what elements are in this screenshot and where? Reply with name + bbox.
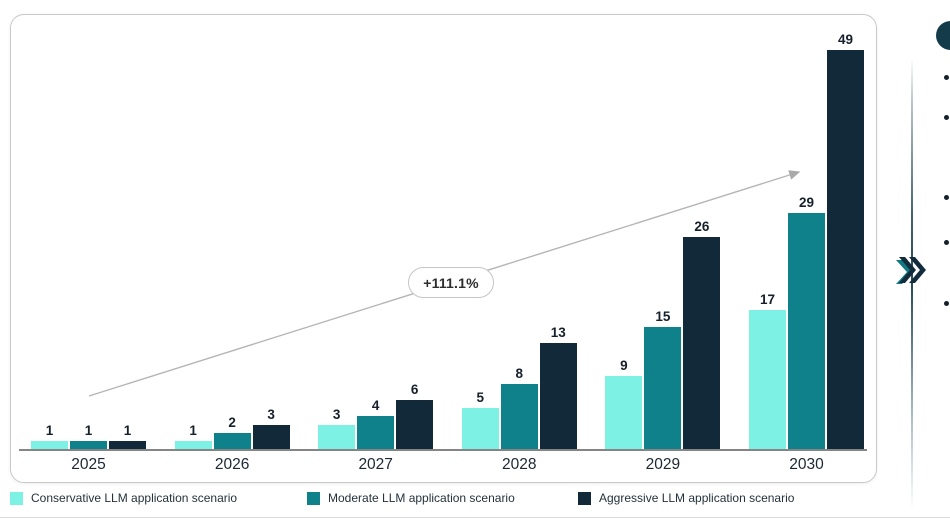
bar-conservative-2025: 1 bbox=[31, 423, 68, 449]
legend: Conservative LLM application scenario Mod… bbox=[0, 491, 877, 511]
bar-group-2027: 3 4 6 bbox=[318, 382, 434, 449]
bar-value-label: 6 bbox=[410, 382, 419, 398]
x-axis-tick-label: 2027 bbox=[358, 456, 393, 473]
bullet-dot-icon bbox=[944, 115, 949, 120]
bar-conservative-2028: 5 bbox=[461, 390, 499, 449]
bar-moderate-2028: 8 bbox=[500, 366, 538, 449]
bar-value-label: 3 bbox=[332, 406, 341, 422]
legend-swatch-icon bbox=[578, 491, 591, 505]
bar-aggressive-2026: 3 bbox=[252, 407, 290, 449]
bar-conservative-2029: 9 bbox=[605, 358, 643, 449]
bar-aggressive-2027: 6 bbox=[396, 382, 434, 449]
legend-item-moderate: Moderate LLM application scenario bbox=[307, 491, 515, 505]
bar-aggressive-2029: 26 bbox=[683, 219, 721, 449]
bar-value-label: 5 bbox=[476, 390, 485, 406]
bar-value-label: 9 bbox=[620, 357, 628, 373]
bar-aggressive-2025: 1 bbox=[109, 423, 146, 449]
bar-group-2028: 5 8 13 bbox=[461, 325, 577, 449]
bar-moderate-2030: 29 bbox=[787, 195, 825, 449]
bar-value-label: 1 bbox=[123, 422, 132, 438]
bullet-dot-icon bbox=[944, 301, 949, 306]
legend-swatch-icon bbox=[10, 491, 23, 505]
bar-conservative-2030: 17 bbox=[748, 292, 786, 449]
bar-group-2029: 9 15 26 bbox=[605, 219, 721, 449]
bar-value-label: 4 bbox=[371, 398, 380, 414]
bar-conservative-2026: 1 bbox=[174, 423, 212, 449]
bar-moderate-2029: 15 bbox=[644, 309, 682, 449]
x-axis-tick-label: 2028 bbox=[502, 456, 537, 473]
bar-value-label: 1 bbox=[84, 422, 93, 438]
bullet-dot-icon bbox=[944, 240, 949, 245]
bar-value-label: 2 bbox=[228, 414, 236, 430]
double-chevron-right-icon bbox=[896, 257, 926, 284]
bar-value-label: 26 bbox=[694, 219, 710, 235]
bottom-divider-line bbox=[0, 517, 950, 518]
x-axis-tick-label: 2025 bbox=[71, 456, 106, 473]
bullet-dot-icon bbox=[944, 75, 949, 80]
bar-group-2026: 1 2 3 bbox=[174, 407, 290, 449]
legend-label: Moderate LLM application scenario bbox=[328, 491, 515, 505]
bar-moderate-2025: 1 bbox=[70, 423, 107, 449]
x-axis-tick-label: 2029 bbox=[645, 456, 681, 473]
bar-value-label: 17 bbox=[759, 292, 775, 308]
bar-group-2030: 17 29 49 bbox=[748, 32, 864, 449]
bar-value-label: 3 bbox=[267, 406, 275, 422]
bar-aggressive-2030: 49 bbox=[826, 32, 864, 449]
decorative-circle-icon bbox=[936, 21, 950, 50]
legend-label: Aggressive LLM application scenario bbox=[599, 491, 795, 505]
bar-moderate-2026: 2 bbox=[213, 415, 251, 449]
growth-annotation-pill: +111.1% bbox=[408, 267, 494, 298]
vertical-divider-line bbox=[911, 58, 913, 510]
bar-moderate-2027: 4 bbox=[357, 398, 395, 449]
bar-value-label: 15 bbox=[655, 308, 671, 324]
growth-annotation-label: +111.1% bbox=[423, 274, 479, 291]
year-labels: 2025 2026 2027 2028 2029 2030 bbox=[31, 456, 864, 478]
bar-value-label: 29 bbox=[798, 194, 814, 210]
x-axis-tick-label: 2026 bbox=[214, 456, 250, 473]
x-axis-tick-label: 2030 bbox=[789, 456, 824, 473]
bar-group-2025: 1 1 1 bbox=[31, 423, 146, 449]
bar-aggressive-2028: 13 bbox=[539, 325, 577, 449]
legend-item-aggressive: Aggressive LLM application scenario bbox=[578, 491, 794, 505]
x-axis-line bbox=[19, 449, 867, 451]
bar-value-label: 49 bbox=[837, 31, 853, 47]
legend-item-conservative: Conservative LLM application scenario bbox=[10, 491, 237, 505]
legend-label: Conservative LLM application scenario bbox=[31, 491, 238, 505]
bar-conservative-2027: 3 bbox=[318, 407, 356, 449]
bullet-dot-icon bbox=[944, 195, 949, 200]
bar-value-label: 13 bbox=[550, 325, 566, 341]
chart-panel: +111.1% 1 1 1 1 2 3 3 4 6 5 8 13 9 15 26 17 29 49 2025 202… bbox=[10, 14, 877, 483]
plot-area: 1 1 1 1 2 3 3 4 6 5 8 13 9 15 26 17 29 49 bbox=[31, 32, 864, 449]
legend-swatch-icon bbox=[307, 491, 320, 505]
bar-value-label: 8 bbox=[515, 365, 524, 381]
bar-value-label: 1 bbox=[189, 422, 197, 438]
bar-value-label: 1 bbox=[45, 422, 54, 438]
